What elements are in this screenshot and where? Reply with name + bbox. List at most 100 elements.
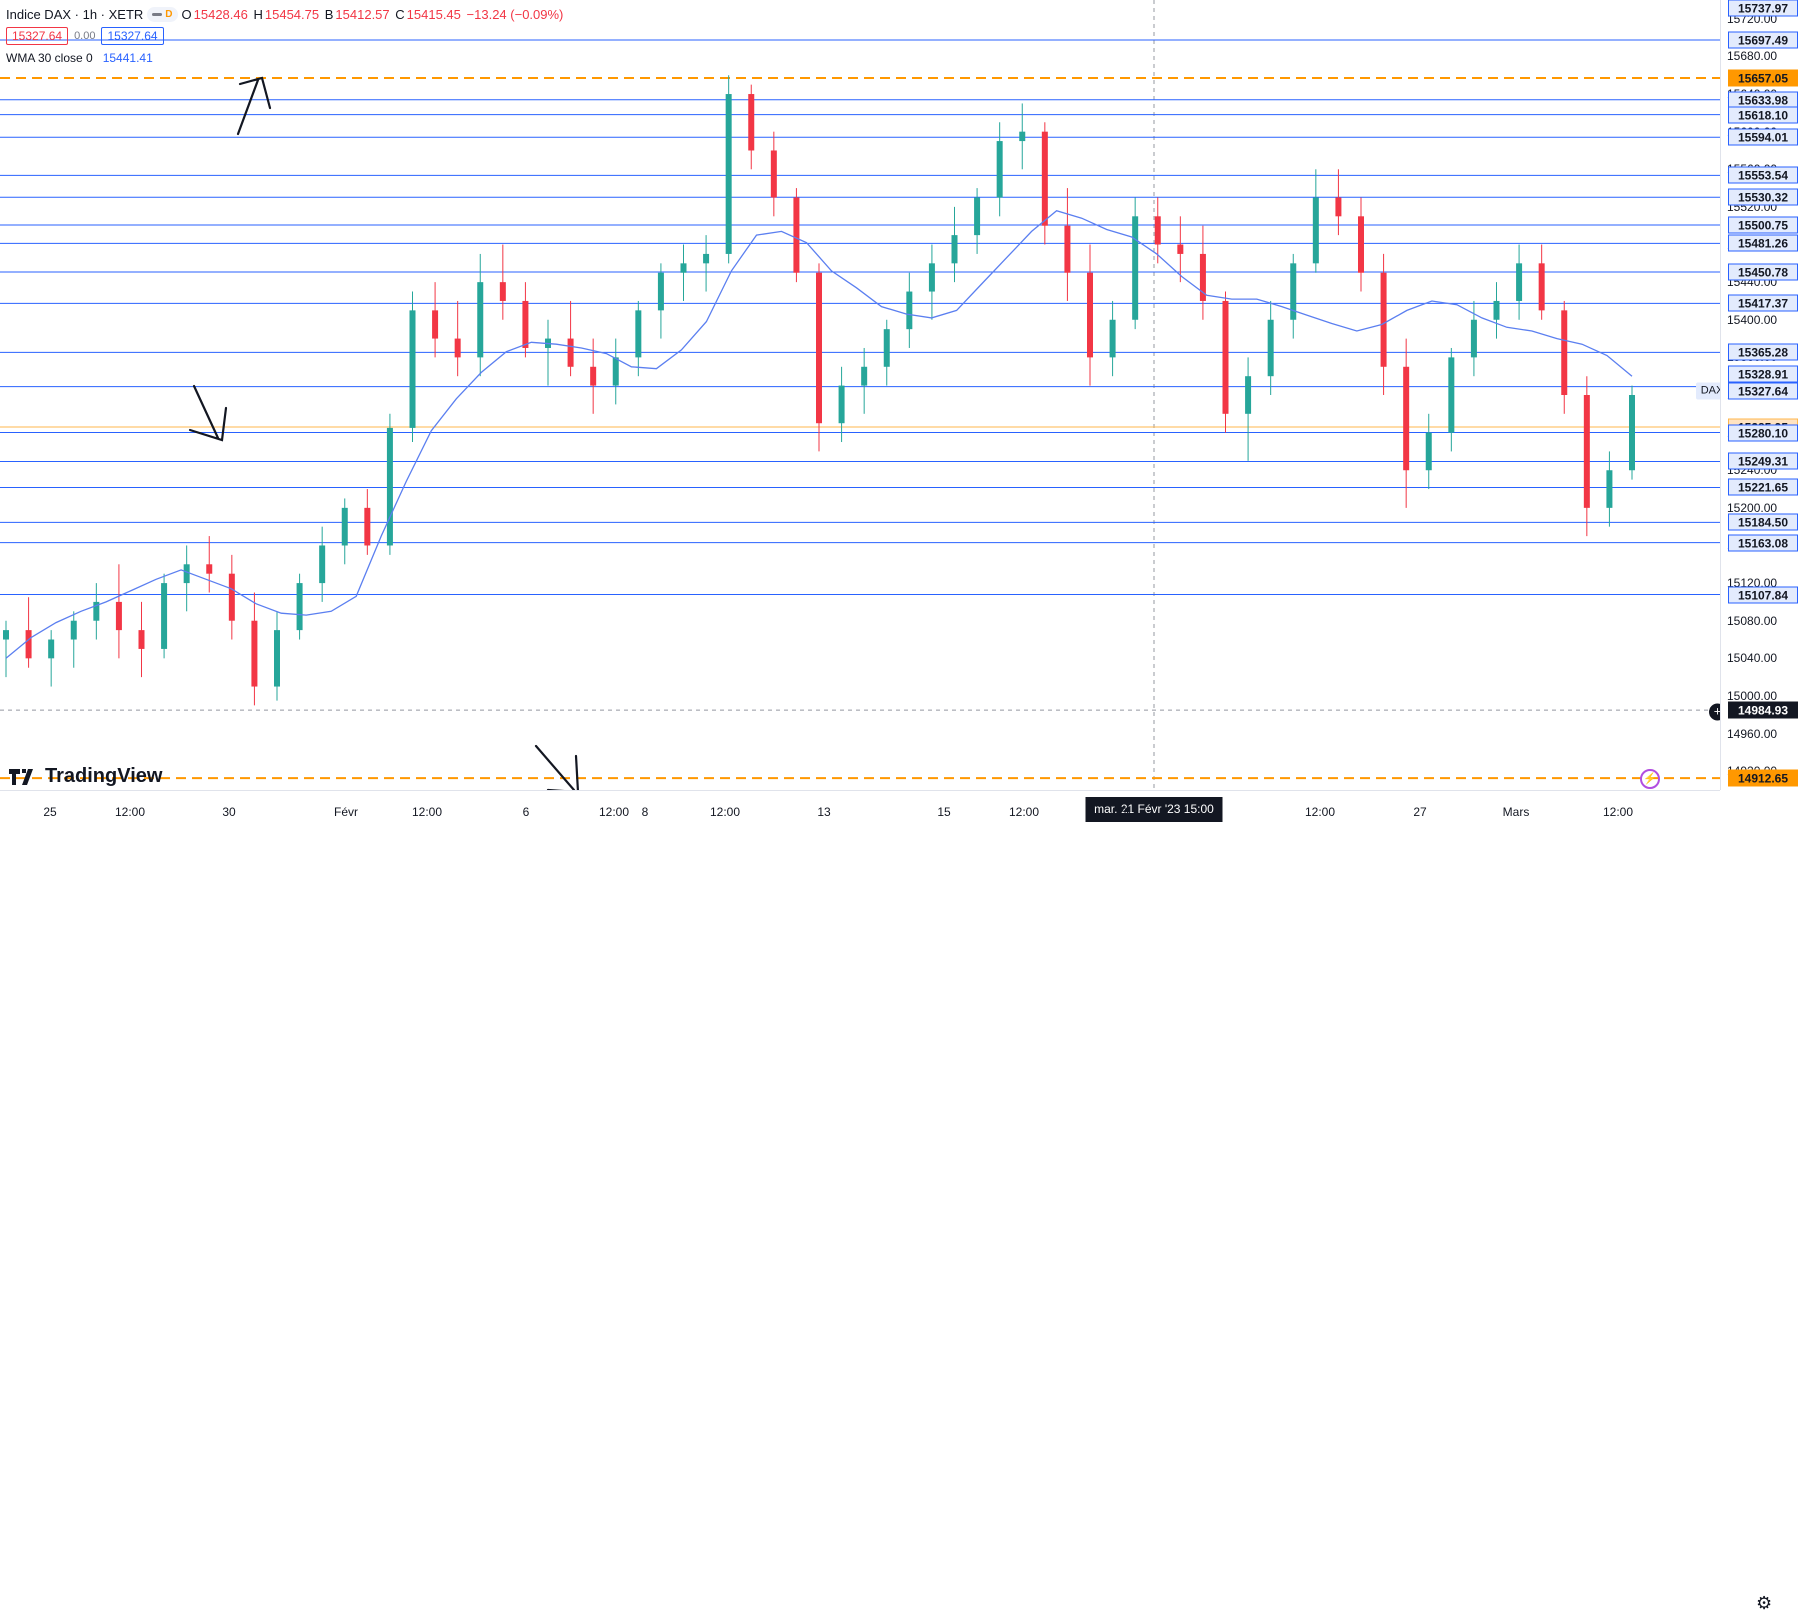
candle-body (251, 620, 258, 687)
crosshair-time-label: mar. 21 Févr '23 15:00 (1085, 797, 1223, 822)
minus-icon (152, 12, 163, 16)
price-level-label: 15618.10 (1728, 106, 1798, 124)
candle-body (3, 630, 9, 640)
candle-body (657, 272, 664, 311)
legend-symbol-row: Indice DAX · 1h · XETR D O 15428.46 H 1545… (6, 3, 565, 25)
candle-body (1380, 272, 1387, 367)
candle-body (612, 357, 619, 386)
candle-body (206, 564, 213, 574)
trade-row: 15327.64 0.00 15327.64 (6, 25, 565, 47)
candle-body (1087, 272, 1093, 358)
candle-body (816, 272, 822, 424)
price-level-label: 15530.32 (1728, 188, 1798, 206)
price-level-label: 15249.31 (1728, 452, 1798, 470)
lightning-icon[interactable]: ⚡ (1640, 769, 1660, 789)
candle-body (567, 338, 574, 367)
time-tick: 27 (1413, 805, 1427, 819)
price-level-label: 15500.75 (1728, 216, 1798, 234)
time-axis[interactable]: mar. 21 Févr '23 15:00 ⚙ 25 12:00 30 Févr 12… (0, 790, 1772, 1613)
price-level-label: 15737.97 (1728, 0, 1798, 17)
candle-body (861, 366, 868, 386)
price-tick: 15400.00 (1727, 312, 1778, 327)
price-level-label: 15221.65 (1728, 478, 1798, 496)
price-level-label: 15553.54 (1728, 166, 1798, 184)
ohlc-values: O 15428.46 H 15454.75 B 15412.57 C 15415.45 … (181, 6, 564, 22)
candle-body (499, 282, 506, 301)
low-value: 15412.57 (335, 6, 390, 22)
candle-body (1267, 319, 1274, 377)
time-tick: 12:00 (598, 805, 630, 819)
candle-body (138, 630, 145, 649)
change-value: −13.24 (−0.09%) (466, 6, 564, 22)
candle-body (1606, 470, 1613, 508)
gear-icon[interactable]: ⚙ (1756, 1593, 1773, 1613)
candle-body (1448, 357, 1455, 433)
candle-body (1312, 197, 1319, 264)
candle-body (1199, 253, 1206, 301)
time-tick: Févr (334, 805, 358, 819)
chart-area[interactable]: Indice DAX · 1h · XETR D O 15428.46 H 1545… (0, 0, 1720, 790)
price-level-label: 15327.64 (1728, 382, 1798, 400)
candle-body (522, 300, 529, 348)
indicator-label[interactable]: WMA 30 close 0 (6, 51, 93, 65)
indicator-row[interactable]: WMA 30 close 0 15441.41 (6, 47, 565, 69)
candle-body (228, 573, 235, 621)
price-level-label: 15594.01 (1728, 128, 1798, 146)
symbol-title[interactable]: Indice DAX · 1h · XETR (6, 6, 144, 22)
price-level-label: 15365.28 (1728, 343, 1798, 361)
candle-body (1019, 131, 1026, 142)
candle-body (996, 141, 1003, 198)
candle-body (274, 630, 280, 687)
candle-body (1470, 319, 1477, 358)
open-value: 15428.46 (193, 6, 248, 22)
candle-body (1132, 216, 1139, 320)
candle-body (115, 601, 122, 631)
chart-badge[interactable]: D (147, 6, 178, 22)
candle-body (477, 282, 484, 358)
time-tick: 12:00 (114, 805, 146, 819)
price-level-label: 15107.84 (1728, 586, 1798, 604)
sell-button[interactable]: 15327.64 (6, 27, 69, 45)
candle-body (1222, 300, 1229, 414)
price-tick: 15200.00 (1727, 500, 1778, 515)
price-level-label: 15697.49 (1728, 31, 1798, 49)
price-axis[interactable]: 15720.0015680.0015640.0015600.0015560.00… (1720, 0, 1800, 790)
add-plus-icon[interactable]: + (1709, 703, 1720, 721)
time-tick: 12:00 (411, 805, 443, 819)
tradingview-logo[interactable]: TradingView (9, 765, 162, 788)
candle-body (1064, 225, 1071, 273)
price-level-label: 15280.10 (1728, 424, 1798, 442)
candle-body (25, 630, 32, 659)
price-tick: 15000.00 (1727, 688, 1778, 703)
time-tick: 13 (817, 805, 831, 819)
candle-body (1109, 319, 1116, 358)
price-level-label: 15417.37 (1728, 294, 1798, 312)
candle-body (1041, 131, 1048, 226)
time-tick: 20 (1117, 805, 1131, 819)
time-tick: 15 (937, 805, 951, 819)
badge-d: D (165, 8, 173, 20)
candle-body (951, 235, 958, 264)
time-tick: Mars (1502, 805, 1530, 819)
indicator-value: 15441.41 (102, 51, 153, 65)
candle-body (1425, 432, 1432, 471)
price-chart[interactable] (0, 0, 1720, 790)
candle-body (883, 329, 890, 367)
candle-body (1403, 366, 1410, 471)
candle-body (793, 197, 800, 273)
time-tick: 12:00 (709, 805, 741, 819)
brand-name: TradingView (45, 765, 163, 787)
candle-body (1493, 300, 1500, 320)
candle-body (409, 310, 416, 428)
candle-body (748, 94, 755, 151)
candle-body (1335, 197, 1342, 217)
candle-body (93, 601, 100, 621)
arrow-down-annotation-2 (534, 744, 579, 790)
price-level-label: 14912.65 (1728, 769, 1798, 787)
candle-body (48, 639, 55, 659)
buy-button[interactable]: 15327.64 (101, 27, 164, 45)
price-tick: 14960.00 (1727, 726, 1778, 741)
candle-body (928, 263, 935, 292)
price-level-label: 15184.50 (1728, 513, 1798, 531)
candle-body (1561, 310, 1568, 395)
